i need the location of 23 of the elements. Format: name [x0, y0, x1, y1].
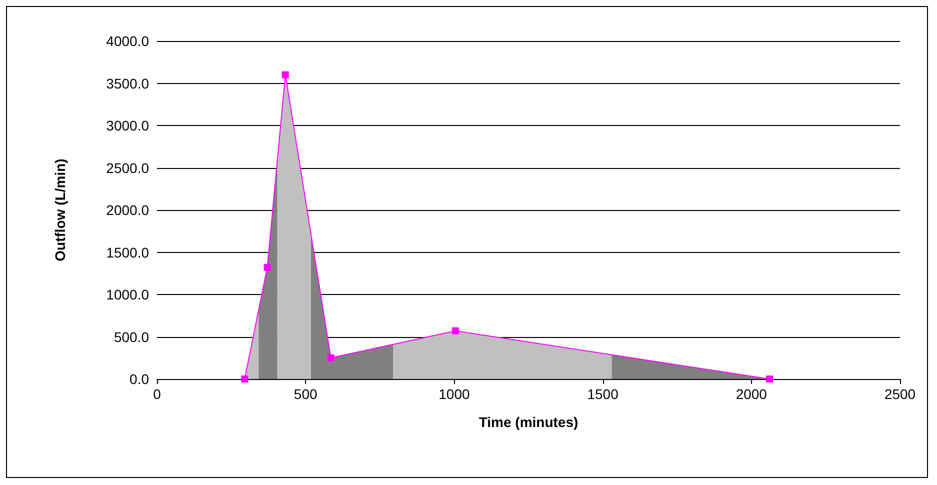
point [264, 264, 271, 271]
point [241, 376, 248, 382]
x-axis-title: Time (minutes) [478, 414, 578, 430]
x-tick-label: 2000 [736, 386, 768, 402]
y-tick-label: 3000.0 [106, 118, 150, 134]
y-tick-label: 2000.0 [106, 202, 150, 218]
y-tick-label: 1500.0 [106, 244, 150, 260]
y-tick-label: 500.0 [114, 328, 150, 345]
y-axis-title: Outflow (L/min) [52, 158, 68, 262]
point [282, 71, 289, 78]
x-tick-label: 0 [153, 386, 162, 402]
y-tick-label: 1000.0 [106, 286, 150, 302]
point [766, 376, 774, 382]
y-tick-label: 4000.0 [106, 33, 150, 49]
y-tick-label: 2500.0 [106, 160, 150, 176]
x-tick-label: 2500 [884, 386, 916, 402]
x-tick-label: 500 [294, 386, 318, 402]
point [452, 327, 459, 334]
x-tick-label: 1000 [438, 386, 470, 402]
y-tick-label: 0.0 [130, 371, 150, 387]
x-tick-label: 1500 [587, 386, 619, 402]
y-tick-label: 3500.0 [106, 75, 150, 92]
point [327, 354, 334, 362]
